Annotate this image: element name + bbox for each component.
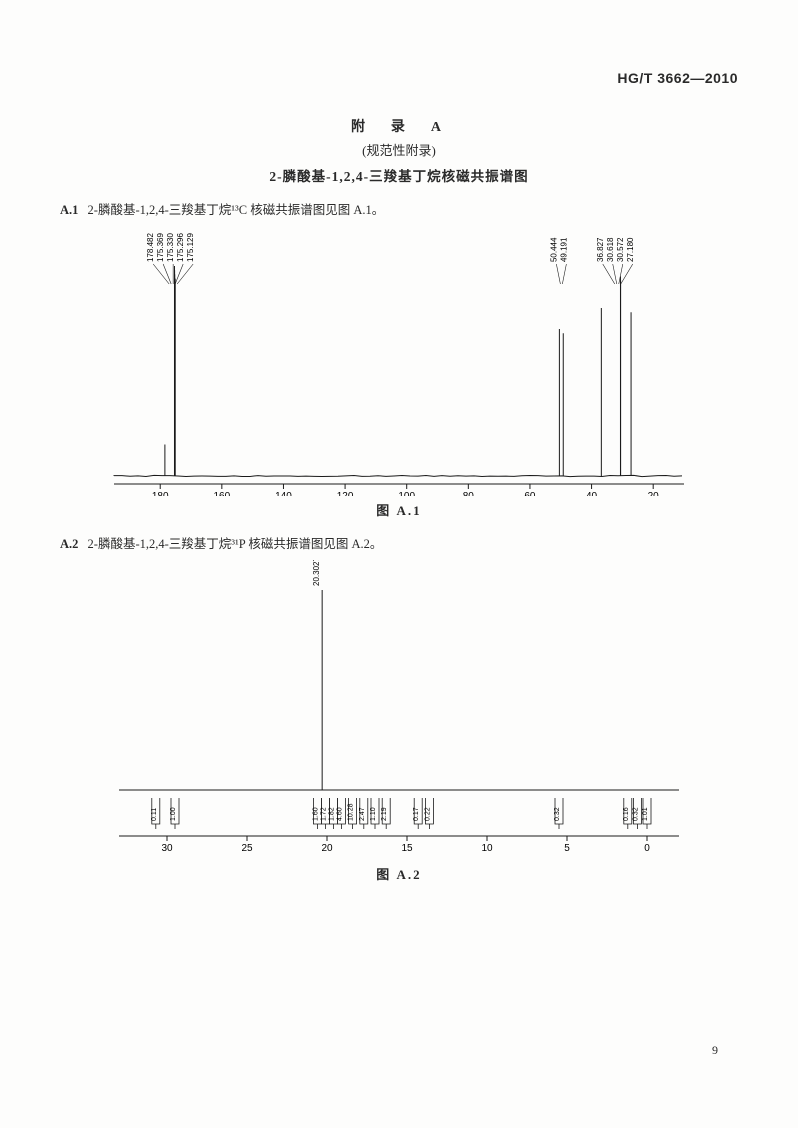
svg-text:60: 60 bbox=[524, 491, 536, 496]
section-a2-id: A.2 bbox=[60, 537, 78, 551]
section-a2-text: 2-膦酸基-1,2,4-三羧基丁烷³¹P 核磁共振谱图见图 A.2。 bbox=[88, 537, 383, 551]
svg-text:1.60: 1.60 bbox=[312, 807, 319, 821]
svg-text:50.444: 50.444 bbox=[549, 237, 558, 262]
svg-text:0: 0 bbox=[644, 843, 650, 854]
svg-text:15: 15 bbox=[401, 843, 413, 854]
svg-text:180: 180 bbox=[152, 491, 169, 496]
svg-text:49.191: 49.191 bbox=[559, 237, 568, 262]
appendix-main-title: 2-膦酸基-1,2,4-三羧基丁烷核磁共振谱图 bbox=[60, 165, 738, 185]
svg-text:27.180: 27.180 bbox=[626, 237, 635, 262]
svg-text:40: 40 bbox=[586, 491, 598, 496]
svg-text:30: 30 bbox=[161, 843, 173, 854]
document-code: HG/T 3662—2010 bbox=[60, 70, 738, 86]
svg-text:140: 140 bbox=[275, 491, 292, 496]
svg-text:0.32: 0.32 bbox=[632, 807, 639, 821]
svg-text:0.22: 0.22 bbox=[424, 807, 431, 821]
svg-text:30.618: 30.618 bbox=[606, 237, 615, 262]
figure-a1-caption: 图 A.1 bbox=[89, 500, 709, 519]
svg-text:0.32: 0.32 bbox=[554, 807, 561, 821]
svg-text:4.60: 4.60 bbox=[336, 807, 343, 821]
svg-text:100: 100 bbox=[398, 491, 415, 496]
svg-text:2.47: 2.47 bbox=[359, 807, 366, 821]
svg-text:30.572: 30.572 bbox=[616, 237, 625, 262]
section-a2: A.2 2-膦酸基-1,2,4-三羧基丁烷³¹P 核磁共振谱图见图 A.2。 bbox=[60, 533, 738, 552]
svg-text:1.10: 1.10 bbox=[370, 807, 377, 821]
svg-text:20: 20 bbox=[321, 843, 333, 854]
section-a1-text: 2-膦酸基-1,2,4-三羧基丁烷¹³C 核磁共振谱图见图 A.1。 bbox=[88, 203, 385, 217]
svg-text:0.11: 0.11 bbox=[151, 808, 158, 821]
svg-text:2.19: 2.19 bbox=[381, 807, 388, 821]
svg-text:25: 25 bbox=[241, 843, 253, 854]
page-number: 9 bbox=[712, 1043, 718, 1058]
svg-text:36.827: 36.827 bbox=[596, 237, 605, 262]
svg-text:80: 80 bbox=[463, 491, 475, 496]
svg-text:10: 10 bbox=[481, 843, 493, 854]
svg-text:1.82: 1.82 bbox=[328, 807, 335, 821]
svg-text:20: 20 bbox=[648, 491, 660, 496]
figure-a2-spectrum: 20.3027 0.11 1.00 1.601.721.824.60 10.28 2.47… bbox=[89, 560, 709, 860]
svg-text:175.129: 175.129 bbox=[186, 233, 195, 262]
appendix-subtitle: (规范性附录) bbox=[60, 140, 738, 159]
svg-text:0.17: 0.17 bbox=[413, 807, 420, 821]
svg-text:0.16: 0.16 bbox=[623, 807, 630, 821]
svg-text:175.369: 175.369 bbox=[156, 233, 165, 262]
section-a1-id: A.1 bbox=[60, 203, 78, 217]
svg-text:175.330: 175.330 bbox=[166, 233, 175, 262]
section-a1: A.1 2-膦酸基-1,2,4-三羧基丁烷¹³C 核磁共振谱图见图 A.1。 bbox=[60, 199, 738, 218]
svg-text:120: 120 bbox=[337, 491, 354, 496]
svg-text:20.3027: 20.3027 bbox=[312, 560, 321, 586]
figure-a2-caption: 图 A.2 bbox=[89, 864, 709, 883]
svg-text:1.00: 1.00 bbox=[170, 807, 177, 821]
svg-text:5: 5 bbox=[564, 843, 570, 854]
figure-a1-spectrum: 178.482175.369175.330175.296175.129 50.44… bbox=[89, 226, 709, 496]
svg-text:160: 160 bbox=[213, 491, 230, 496]
svg-text:10.28: 10.28 bbox=[348, 803, 355, 821]
svg-text:1.72: 1.72 bbox=[320, 807, 327, 821]
appendix-label: 附 录 A bbox=[60, 116, 738, 136]
svg-text:178.482: 178.482 bbox=[146, 233, 155, 262]
svg-text:1.01: 1.01 bbox=[642, 807, 649, 821]
svg-text:175.296: 175.296 bbox=[176, 233, 185, 262]
